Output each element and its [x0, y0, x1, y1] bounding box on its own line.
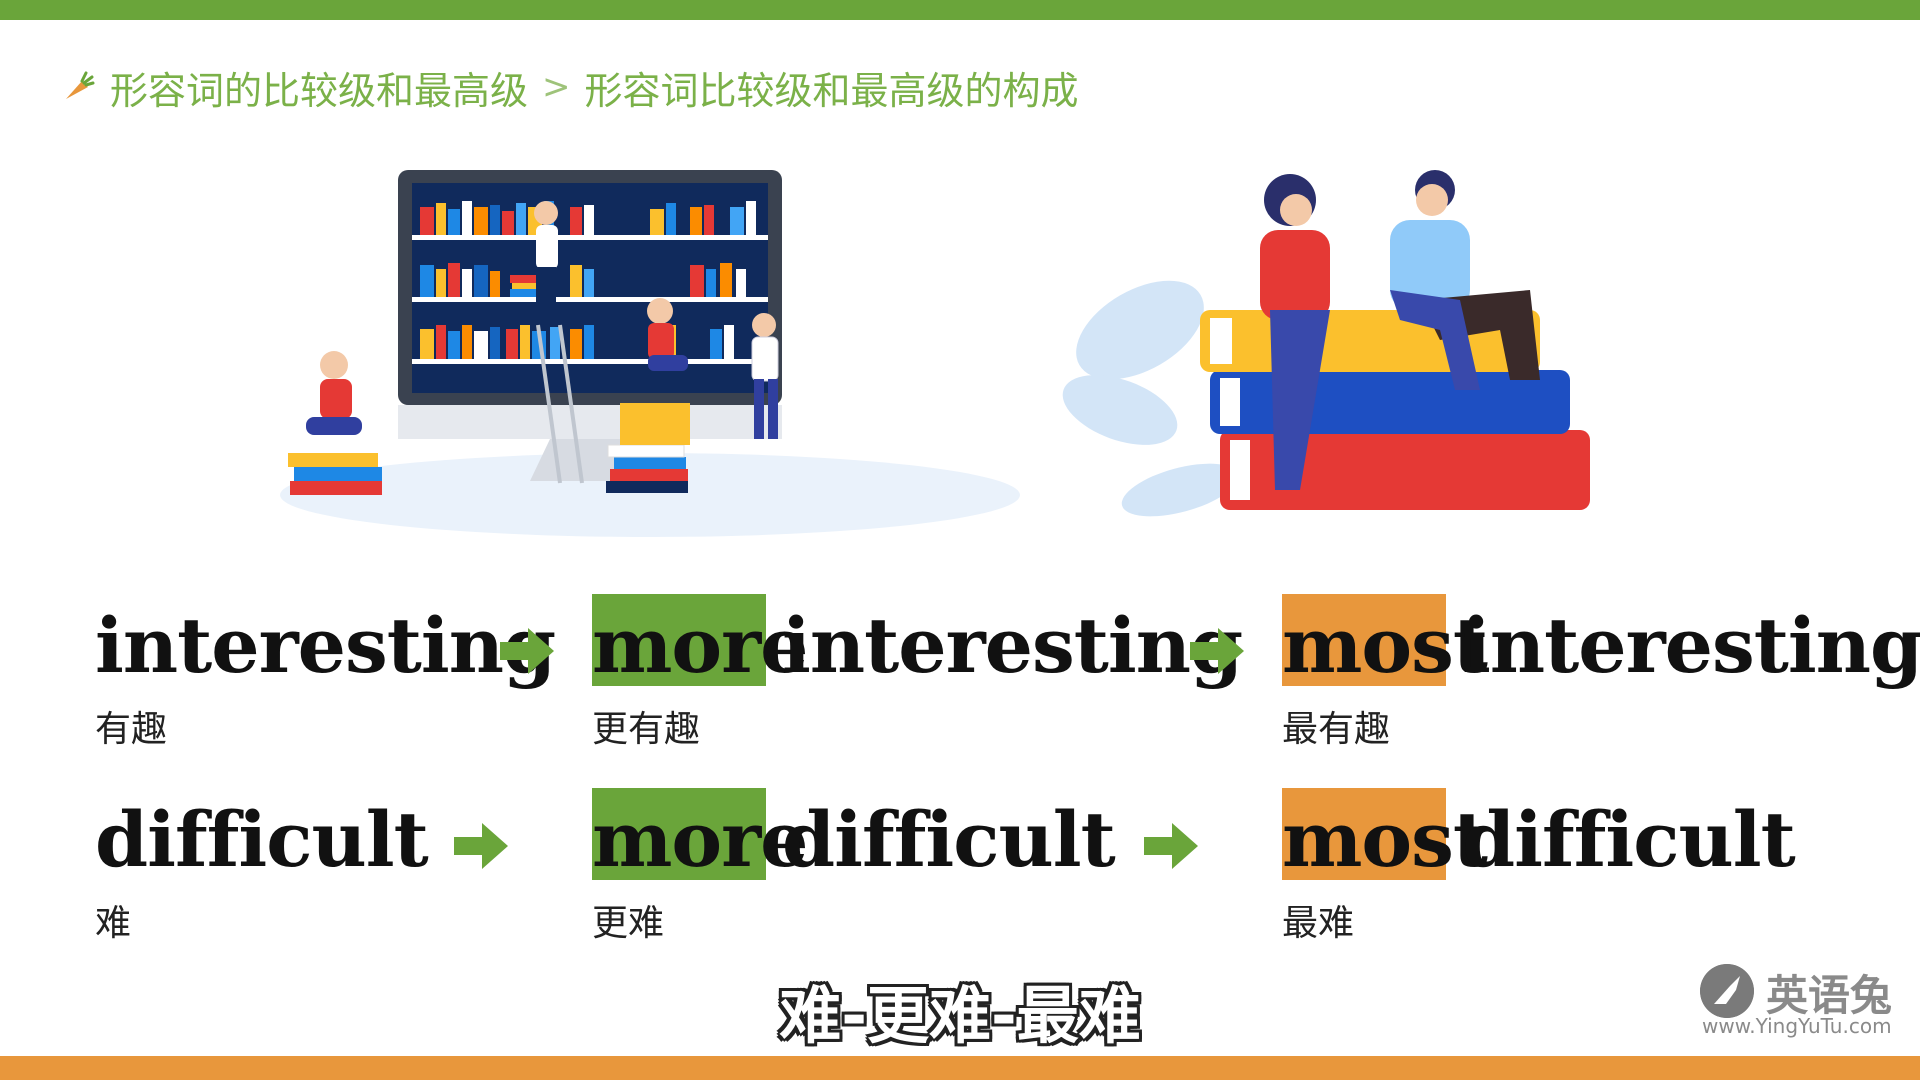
superlative-highlight: [1282, 788, 1446, 880]
brand-url: www.YingYuTu.com: [1702, 1014, 1892, 1038]
brand-name: 英语兔: [1766, 971, 1893, 1020]
breadcrumb: 形容词的比较级和最高级 > 形容词比较级和最高级的构成: [60, 62, 1079, 113]
breadcrumb-topic: 形容词比较级和最高级的构成: [584, 68, 1079, 113]
arrow-right-icon: [454, 823, 508, 869]
base-translation: 有趣: [95, 709, 168, 750]
library-illustration: [280, 170, 1020, 537]
superlative-word: difficult: [1462, 795, 1796, 884]
students-on-books-illustration: [1062, 170, 1590, 517]
breadcrumb-section[interactable]: 形容词的比较级和最高级: [110, 68, 529, 113]
arrow-right-icon: [500, 628, 554, 674]
comparative-highlight: [592, 594, 766, 686]
base-word: interesting: [95, 601, 556, 690]
rabbit-logo-icon: [1700, 964, 1754, 1018]
breadcrumb-separator: >: [542, 67, 571, 107]
arrow-right-icon: [1190, 628, 1244, 674]
bottom-accent-bar: [0, 1056, 1920, 1080]
base-word: difficult: [95, 795, 429, 884]
comparative-prefix: more: [592, 795, 809, 884]
top-accent-bar: [0, 0, 1920, 20]
comparative-prefix: more: [592, 601, 809, 690]
superlative-translation: 最有趣: [1282, 709, 1391, 750]
arrow-right-icon: [1144, 823, 1198, 869]
comparative-word: difficult: [782, 795, 1116, 884]
superlative-word: interesting: [1462, 601, 1920, 690]
video-subtitle: 难-更难-最难: [779, 979, 1141, 1052]
comparative-word: interesting: [782, 601, 1243, 690]
superlative-prefix: most: [1282, 601, 1488, 690]
brand-watermark: 英语兔 www.YingYuTu.com: [1700, 962, 1900, 1042]
superlative-highlight: [1282, 594, 1446, 686]
comparative-highlight: [592, 788, 766, 880]
comparative-translation: 更有趣: [592, 709, 701, 750]
base-translation: 难: [95, 903, 132, 944]
superlative-prefix: most: [1282, 795, 1488, 884]
carrot-icon: [66, 71, 95, 99]
superlative-translation: 最难: [1282, 903, 1355, 944]
comparative-translation: 更难: [592, 903, 665, 944]
